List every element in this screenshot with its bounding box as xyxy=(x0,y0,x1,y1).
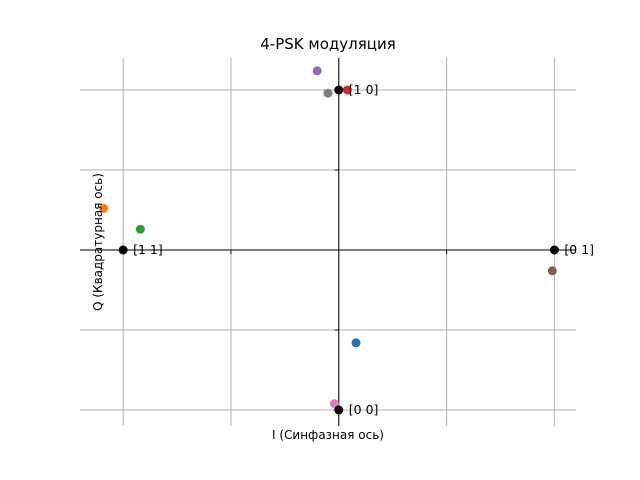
constellation-point xyxy=(118,245,128,255)
constellation-label: [1 1] xyxy=(133,242,163,257)
chart-title: 4-PSK модуляция xyxy=(260,35,395,53)
received-point xyxy=(547,266,557,276)
received-point xyxy=(329,399,339,409)
constellation-label: [0 0] xyxy=(349,402,379,417)
received-points xyxy=(99,66,557,409)
received-point xyxy=(351,338,361,348)
received-point xyxy=(342,85,352,95)
received-point xyxy=(135,224,145,234)
x-axis-label: I (Синфазная ось) xyxy=(272,428,384,442)
constellation-points xyxy=(118,85,559,415)
received-point xyxy=(312,66,322,76)
constellation-label: [0 1] xyxy=(564,242,594,257)
constellation-point xyxy=(334,85,344,95)
received-point xyxy=(323,88,333,98)
constellation-point xyxy=(334,405,344,415)
received-point xyxy=(99,203,109,213)
point-labels: [0 1] [1 0] [1 1] [0 0] xyxy=(133,82,594,417)
y-axis-label: Q (Квадратурная ось) xyxy=(91,173,105,311)
axes xyxy=(80,58,576,426)
constellation-label: [1 0] xyxy=(349,82,379,97)
constellation-point xyxy=(549,245,559,255)
